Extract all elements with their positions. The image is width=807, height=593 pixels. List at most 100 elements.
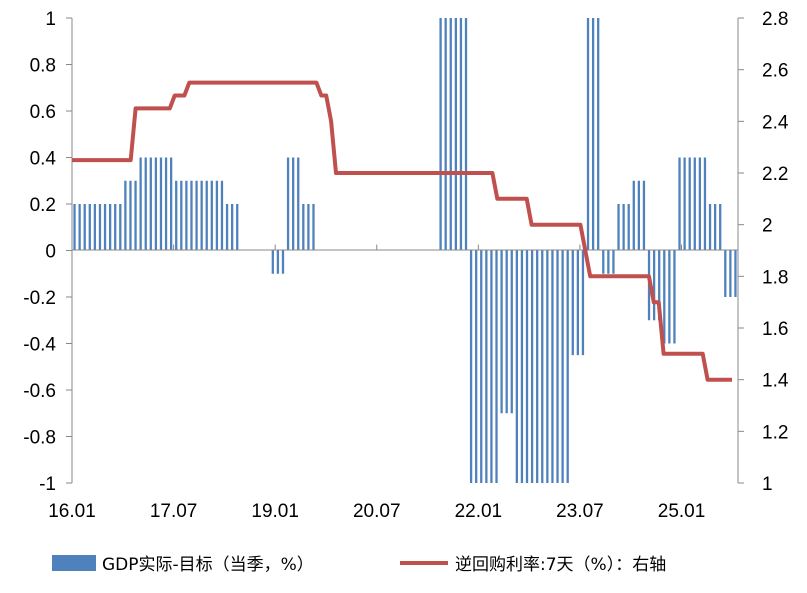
- gdp-bar: [302, 204, 305, 251]
- left-tick-label: 0: [45, 242, 56, 263]
- gdp-bar: [678, 157, 681, 251]
- left-tick-label: 0.4: [30, 149, 57, 170]
- right-tick-label: 2.8: [762, 9, 788, 30]
- gdp-bar: [510, 250, 513, 414]
- gdp-bar: [449, 18, 452, 251]
- gdp-bar: [78, 204, 81, 251]
- left-tick-label: 0.2: [30, 195, 56, 216]
- gdp-bar: [210, 180, 213, 251]
- gdp-bar: [622, 204, 625, 251]
- gdp-bar: [286, 157, 290, 251]
- gdp-bar: [708, 204, 712, 251]
- x-tick-label: 19.01: [251, 501, 299, 522]
- x-tick-label: 20.07: [353, 501, 401, 522]
- gdp-bar: [93, 204, 97, 251]
- gdp-bar: [83, 204, 86, 251]
- gdp-bar: [149, 157, 152, 251]
- gdp-bar: [236, 204, 239, 251]
- left-tick-label: 1: [45, 9, 56, 30]
- left-tick-label: -0.8: [23, 428, 56, 449]
- right-tick-label: 1.4: [762, 371, 789, 392]
- gdp-bar: [139, 157, 142, 251]
- gdp-bar: [292, 157, 295, 251]
- gdp-bar: [271, 250, 274, 274]
- gdp-bar: [312, 204, 315, 251]
- gdp-bar: [683, 157, 686, 251]
- gdp-bar: [668, 250, 671, 344]
- right-tick-label: 2.4: [762, 112, 789, 133]
- gdp-bar: [124, 180, 127, 251]
- gdp-bar: [144, 157, 147, 251]
- gdp-bar: [307, 204, 310, 251]
- x-tick-label: 22.01: [455, 501, 503, 522]
- gdp-bars: [73, 18, 737, 483]
- gdp-bar: [134, 180, 137, 251]
- gdp-bar: [612, 250, 615, 274]
- right-tick-label: 2: [762, 216, 773, 237]
- left-ticks: 1 0.8 0.6 0.4 0.2 0 -0.2 -0.4 -0.6 -0.8 -1: [23, 9, 72, 495]
- gdp-bar: [652, 250, 656, 321]
- gdp-bar: [530, 250, 534, 483]
- gdp-bar: [713, 204, 717, 251]
- x-tick-label: 23.07: [556, 501, 604, 522]
- gdp-bar: [180, 180, 183, 251]
- gdp-bar: [724, 250, 727, 297]
- gdp-bar: [617, 204, 620, 251]
- gdp-bar: [546, 250, 549, 483]
- gdp-bar: [693, 157, 696, 251]
- gdp-bar: [164, 157, 168, 251]
- gdp-bar: [129, 180, 132, 251]
- gdp-bar: [439, 18, 442, 251]
- gdp-bar: [215, 180, 219, 251]
- gdp-bar: [688, 157, 691, 251]
- gdp-bar: [505, 250, 508, 414]
- x-tick-label: 25.01: [658, 501, 706, 522]
- gdp-bar: [703, 157, 707, 251]
- gdp-bar: [566, 250, 569, 483]
- gdp-bar: [658, 250, 661, 321]
- gdp-bar: [114, 204, 117, 251]
- gdp-bar: [500, 250, 503, 414]
- gdp-bar: [231, 204, 234, 251]
- gdp-bar: [469, 250, 473, 483]
- gdp-bar: [734, 250, 737, 297]
- gdp-bar: [108, 204, 112, 251]
- left-tick-label: 0.8: [30, 56, 56, 77]
- gdp-bar: [637, 180, 641, 251]
- gdp-bar: [175, 180, 178, 251]
- gdp-bar: [225, 204, 229, 251]
- gdp-bar: [632, 180, 635, 251]
- gdp-bar: [459, 18, 463, 251]
- gdp-bar: [154, 157, 158, 251]
- gdp-bar: [495, 250, 498, 483]
- gdp-bar: [475, 250, 478, 483]
- right-tick-label: 1: [762, 474, 773, 495]
- gdp-bar: [581, 250, 585, 356]
- gdp-bar: [541, 250, 544, 483]
- left-tick-label: -1: [39, 474, 56, 495]
- gdp-bar: [561, 250, 564, 483]
- gdp-bar: [576, 250, 579, 356]
- gdp-bar: [220, 180, 224, 251]
- gdp-bar: [454, 18, 457, 251]
- gdp-bar: [673, 250, 676, 344]
- x-tick-label: 17.07: [150, 501, 198, 522]
- gdp-bar: [571, 250, 574, 356]
- left-tick-label: -0.2: [23, 288, 56, 309]
- gdp-bar: [190, 180, 193, 251]
- axes: [71, 18, 739, 483]
- gdp-bar: [551, 250, 554, 483]
- legend-line-label: 逆回购利率:7天（%）：右轴: [455, 555, 666, 575]
- gdp-bar: [464, 18, 468, 251]
- gdp-bar: [597, 18, 600, 251]
- left-tick-label: -0.4: [23, 335, 56, 356]
- left-tick-label: -0.6: [23, 381, 56, 402]
- gdp-bar: [169, 157, 173, 251]
- gdp-bar: [602, 250, 605, 274]
- right-tick-label: 1.2: [762, 422, 788, 443]
- gdp-bar: [490, 250, 493, 483]
- left-tick-label: 0.6: [30, 102, 56, 123]
- x-ticks: 16.01 17.07 19.01 20.07 22.01 23.07 25.01: [48, 244, 706, 522]
- gdp-bar: [205, 180, 208, 251]
- gdp-bar: [627, 204, 630, 251]
